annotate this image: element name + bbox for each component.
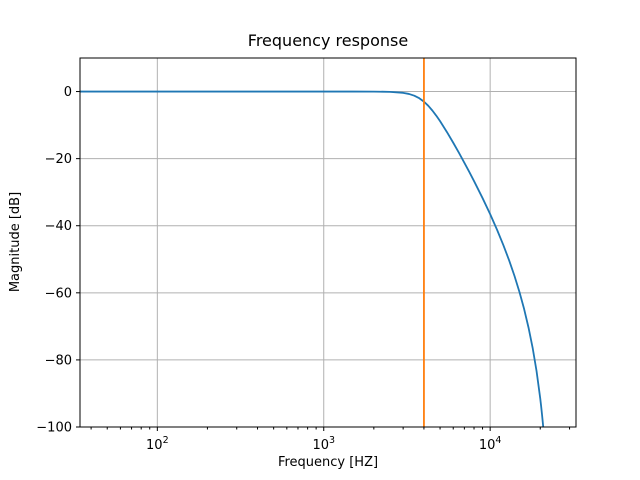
y-tick-label: −40 [45, 219, 72, 234]
y-tick-label: −100 [36, 421, 72, 436]
x-tick-label: 102 [146, 435, 169, 453]
magnitude-curve [80, 90, 545, 427]
x-tick-labels: 102 103 104 [146, 435, 501, 453]
x-tick-label: 104 [479, 435, 502, 453]
y-tick-labels: 0 −20 −40 −60 −80 −100 [36, 85, 72, 435]
y-tick-label: 0 [64, 85, 72, 100]
plot-area: 102 103 104 0 −20 −40 −60 −80 −100 [36, 57, 577, 453]
y-tick-label: −20 [45, 152, 72, 167]
axis-ticks [76, 91, 571, 431]
chart-title: Frequency response [248, 31, 408, 50]
x-tick-label: 103 [312, 435, 335, 453]
y-tick-label: −60 [45, 286, 72, 301]
plot-border [79, 57, 577, 428]
x-axis-label: Frequency [HZ] [278, 455, 378, 470]
y-tick-label: −80 [45, 353, 72, 368]
y-axis-label: Magnitude [dB] [8, 192, 23, 292]
